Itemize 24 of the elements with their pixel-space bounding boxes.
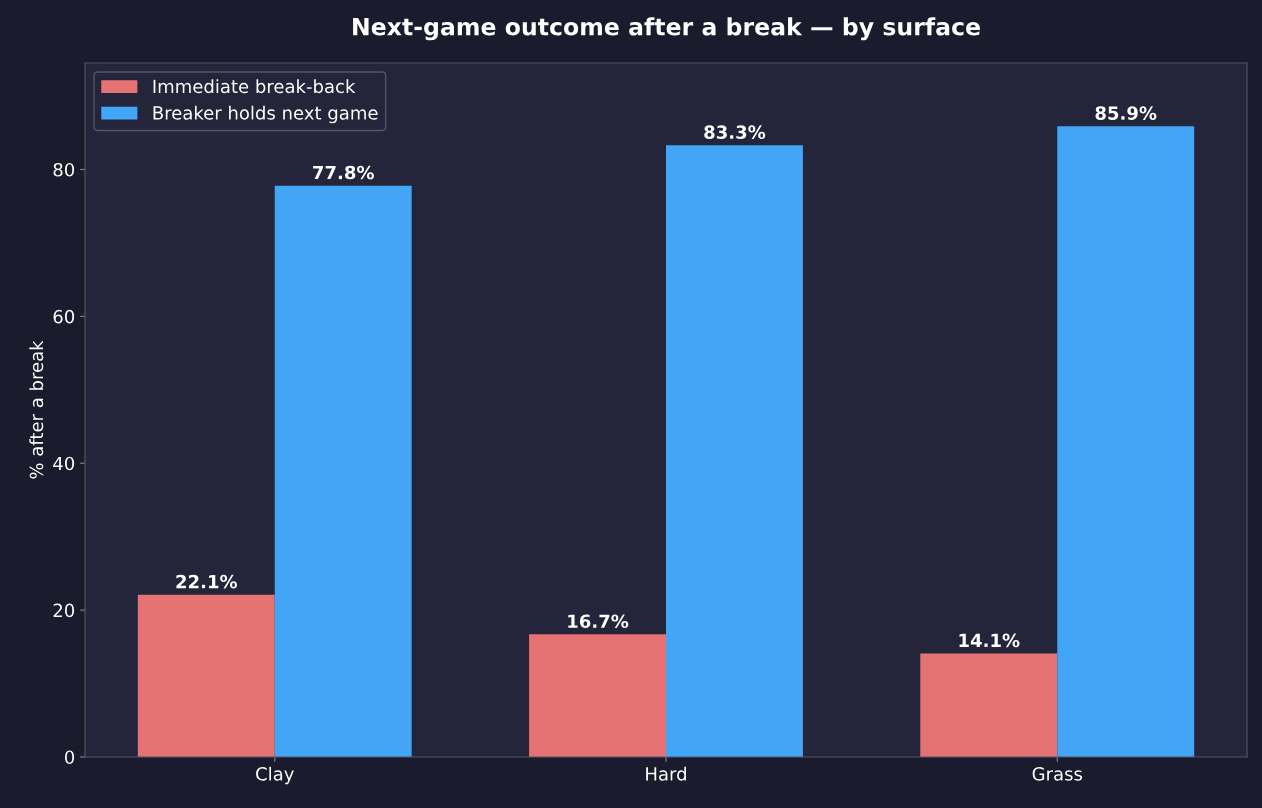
data-label: 16.7% [568, 614, 629, 629]
data-label: 22.1% [176, 574, 238, 589]
data-label: 85.9% [1095, 106, 1157, 120]
data-label: 77.8% [313, 165, 374, 180]
bar [920, 653, 1058, 757]
x-tick-label: Grass [1032, 767, 1083, 781]
y-tick-label: 80 [53, 162, 75, 177]
bar [666, 145, 803, 757]
bar [137, 594, 275, 757]
data-label: 14.1% [959, 633, 1020, 648]
bar [529, 634, 666, 757]
bar [1057, 126, 1195, 757]
x-tick-label: Hard [646, 766, 686, 781]
x-tick-label: Clay [256, 766, 294, 785]
y-tick-label: 40 [53, 456, 75, 471]
y-tick-label: 0 [64, 750, 75, 765]
legend-label: Breaker holds next game [153, 105, 378, 124]
y-axis-title: % after a break [29, 340, 44, 479]
y-tick-label: 20 [53, 603, 75, 618]
legend-label: Immediate break-back [153, 79, 356, 94]
bar [274, 185, 412, 757]
data-label: 83.3% [704, 125, 766, 139]
y-tick-label: 60 [53, 309, 75, 324]
chart-title: Next-game outcome after a break — by surface [353, 17, 980, 41]
